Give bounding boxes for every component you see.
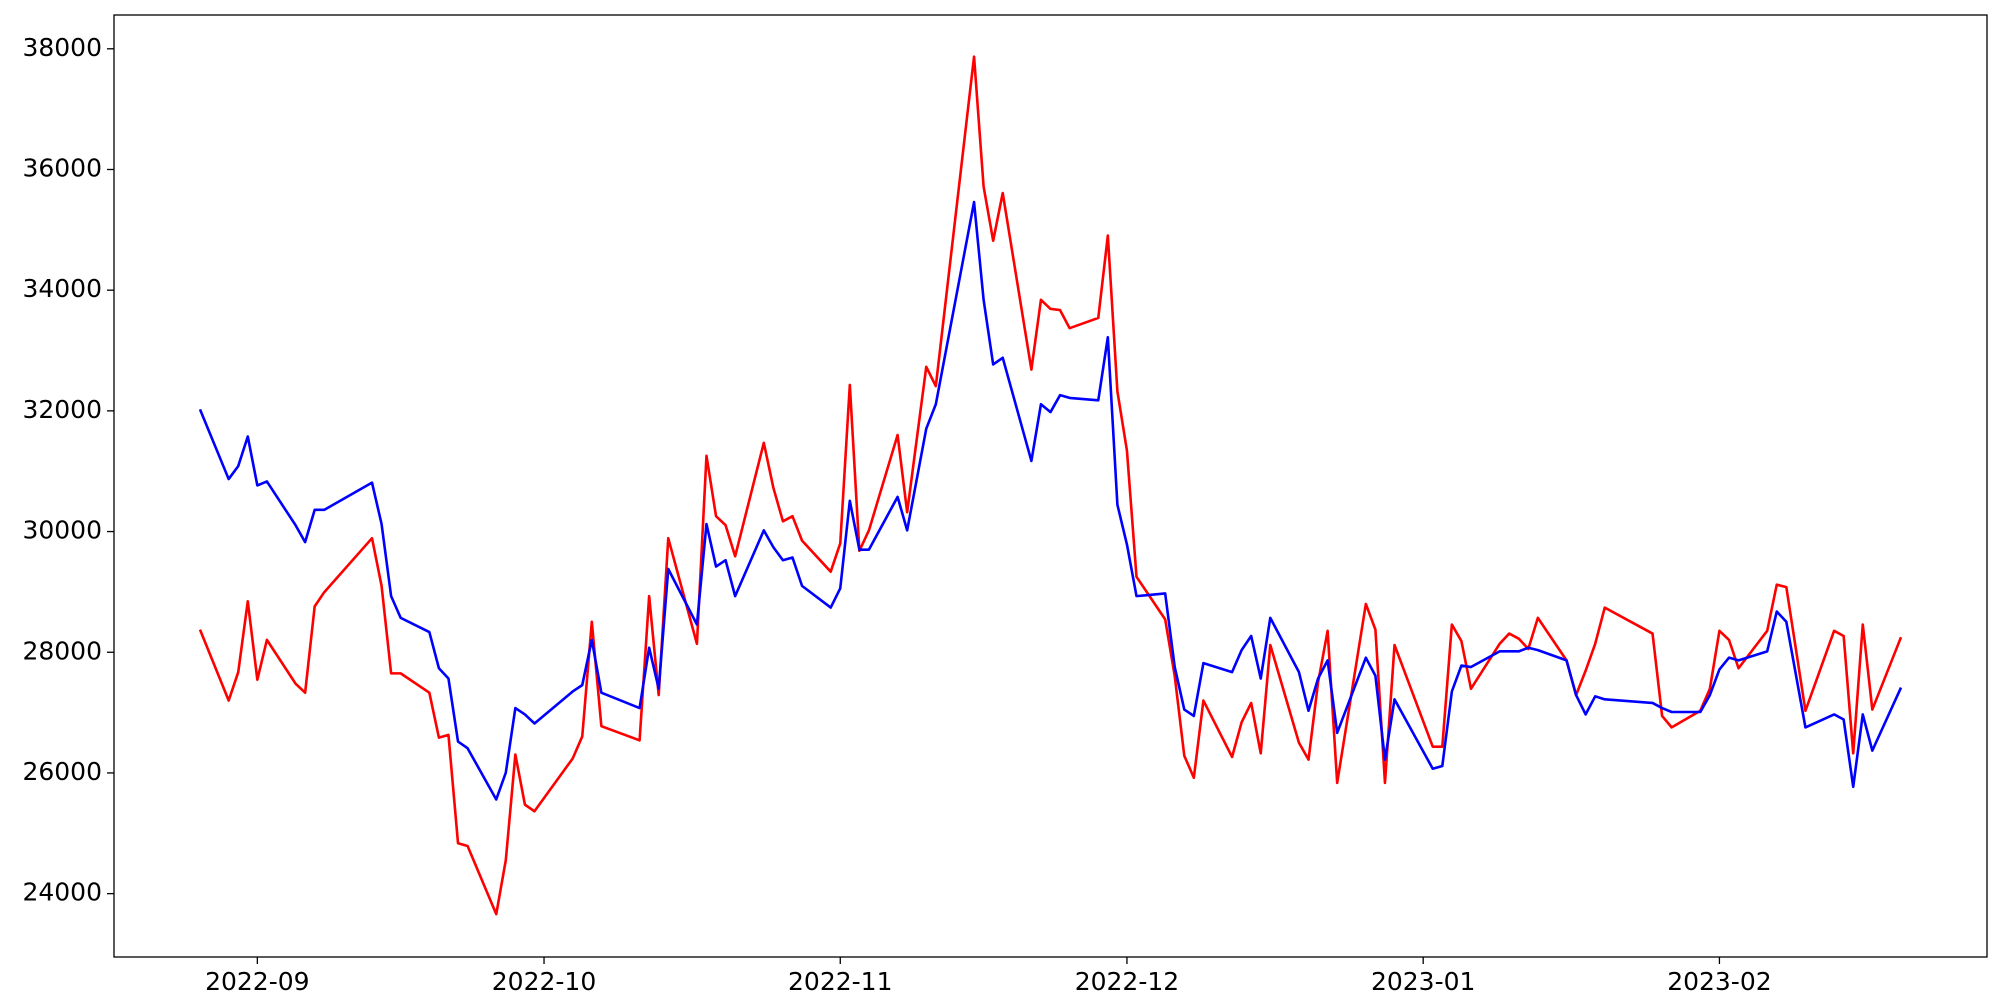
- y-tick-label: 30000: [22, 516, 102, 545]
- y-tick-label: 32000: [22, 395, 102, 424]
- x-tick-label: 2023-01: [1371, 967, 1475, 996]
- y-tick-label: 26000: [22, 757, 102, 786]
- x-tick-label: 2023-02: [1667, 967, 1771, 996]
- data-line: [198, 55, 1903, 916]
- data-line: [198, 200, 1903, 801]
- x-tick-label: 2022-11: [788, 967, 892, 996]
- y-tick-label: 34000: [22, 274, 102, 303]
- y-tick-label: 28000: [22, 636, 102, 665]
- y-tick-label: 24000: [22, 878, 102, 907]
- y-tick-label: 38000: [22, 33, 102, 62]
- x-tick-label: 2022-12: [1075, 967, 1179, 996]
- axes-frame: [113, 14, 1988, 958]
- y-tick-label: 36000: [22, 153, 102, 182]
- x-tick-label: 2022-10: [492, 967, 596, 996]
- x-tick-label: 2022-09: [205, 967, 309, 996]
